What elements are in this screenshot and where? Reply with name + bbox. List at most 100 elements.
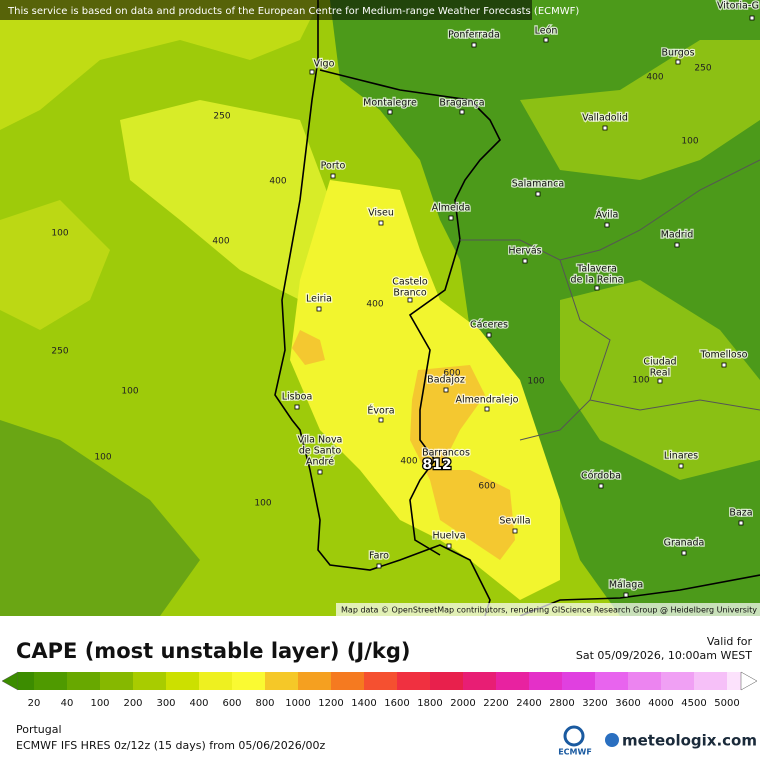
contour-label: 400 <box>212 237 229 247</box>
meteologix-icon <box>605 733 619 747</box>
city-dot <box>378 220 384 226</box>
city-dot <box>459 109 465 115</box>
contour-label: 400 <box>646 73 663 83</box>
city-dot <box>316 306 322 312</box>
colorbar-label: 300 <box>156 698 175 709</box>
colorbar-label: 2200 <box>483 698 508 709</box>
city-dot <box>535 191 541 197</box>
city-name: Faro <box>369 551 389 562</box>
colorbar-label: 1600 <box>384 698 409 709</box>
city-name: Leiria <box>306 294 332 305</box>
city-name: Linares <box>664 451 698 462</box>
colorbar-box <box>595 672 628 690</box>
city-name: Bragança <box>439 98 484 109</box>
contour-label: 400 <box>400 457 417 467</box>
city-name: Almeida <box>432 203 471 214</box>
city-name: Real <box>650 368 670 379</box>
meteologix: meteologix.com <box>622 732 757 750</box>
city-dot <box>522 258 528 264</box>
field-patch <box>410 365 515 560</box>
city-name: Almendralejo <box>456 395 519 406</box>
city-name: Évora <box>367 405 394 417</box>
ecmwf-logo <box>563 725 585 747</box>
colorbar-box <box>331 672 364 690</box>
max-value: 812 <box>422 457 451 473</box>
colorbar-box <box>364 672 397 690</box>
contour-label: 100 <box>681 137 698 147</box>
field-patch <box>520 40 760 180</box>
city-dot <box>407 297 413 303</box>
city-dot <box>749 15 755 21</box>
city-dot <box>604 222 610 228</box>
legend-title: CAPE (most unstable layer) (J/kg) <box>16 639 410 663</box>
colorbar-box <box>67 672 100 690</box>
notice-bg <box>0 0 532 20</box>
city-dot <box>294 404 300 410</box>
attribution: Map data © OpenStreetMap contributors, r… <box>341 606 757 615</box>
city-name: Burgos <box>661 48 694 59</box>
city-dot <box>471 42 477 48</box>
city-name: Ponferrada <box>448 30 500 41</box>
colorbar-label: 600 <box>222 698 241 709</box>
city-name: de Santo <box>299 446 341 457</box>
colorbar-box <box>562 672 595 690</box>
contour-label: 250 <box>213 112 230 122</box>
city-dot <box>484 406 490 412</box>
contour-label: 100 <box>527 377 544 387</box>
contour-label: 100 <box>121 387 138 397</box>
field-patch <box>0 200 110 330</box>
city-name: Vigo <box>314 59 335 70</box>
colorbar-label: 40 <box>61 698 74 709</box>
city-name: Montalegre <box>363 98 417 109</box>
colorbar-label: 100 <box>90 698 109 709</box>
city-name: Huelva <box>432 531 465 542</box>
region: Portugal <box>16 723 62 736</box>
colorbar-box <box>430 672 463 690</box>
city-name: Valladolid <box>582 113 628 124</box>
colorbar-low <box>1 671 19 691</box>
city-dot <box>330 173 336 179</box>
border <box>319 69 501 556</box>
field-patch <box>292 330 325 365</box>
city-dot <box>376 563 382 569</box>
valid-label: Valid for <box>707 635 753 648</box>
city-name: Viseu <box>368 208 394 219</box>
colorbar-label: 2800 <box>549 698 574 709</box>
city-dot <box>448 215 454 221</box>
contour-label: 100 <box>94 453 111 463</box>
city-name: Hervás <box>508 246 541 257</box>
contour-label: 100 <box>632 376 649 386</box>
city-dot <box>623 592 629 598</box>
colorbar-box <box>496 672 529 690</box>
colorbar-high <box>740 671 758 691</box>
colorbar-box <box>628 672 661 690</box>
city-name: Castelo <box>392 277 428 288</box>
colorbar-box <box>232 672 265 690</box>
contour-label: 250 <box>694 64 711 74</box>
map: Vitoria-G Ponferrada León Vigo Burgos Montale… <box>0 0 760 616</box>
colorbar-box <box>166 672 199 690</box>
colorbar-label: 1800 <box>417 698 442 709</box>
city-name: Cáceres <box>470 320 508 331</box>
colorbar-box <box>298 672 331 690</box>
contour-label: 400 <box>366 300 383 310</box>
city-name: Badajoz <box>427 375 465 386</box>
city-name: Madrid <box>661 230 694 241</box>
city-name: Granada <box>664 538 705 549</box>
valid-time: Sat 05/09/2026, 10:00am WEST <box>576 649 752 662</box>
city-name: Vila Nova <box>298 435 343 446</box>
colorbar-box <box>133 672 166 690</box>
city-name: André <box>306 457 334 468</box>
region-border <box>460 159 760 441</box>
colorbar-label: 5000 <box>714 698 739 709</box>
colorbar: 20 40 100 200 300 400 600 800 1000 1200 1400 1600 18… <box>1 671 758 709</box>
city-dot <box>657 378 663 384</box>
city-dot <box>721 362 727 368</box>
field-patch <box>0 420 200 616</box>
city-name: de la Reina <box>571 275 624 286</box>
city-name: Málaga <box>609 580 643 591</box>
colorbar-label: 1200 <box>318 698 343 709</box>
city-name: Ávila <box>596 209 619 221</box>
field-patch <box>120 100 330 300</box>
colorbar-label: 1400 <box>351 698 376 709</box>
